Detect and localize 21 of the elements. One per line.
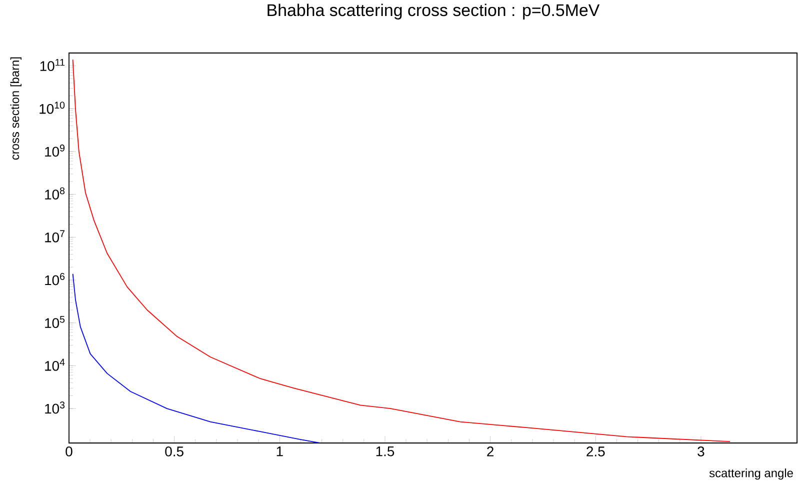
chart-title: Bhabha scattering cross section : p=0.5MeV (268, 4, 600, 20)
x-tick-label: 3 (698, 446, 704, 456)
line-series (72, 59, 730, 442)
x-tick-label: 2 (487, 446, 494, 456)
y-tick-label: 10$^{6}$ (45, 273, 65, 286)
x-tick-label: 1.5 (376, 446, 394, 456)
y-tick-label: 10$^{11}$ (40, 58, 65, 72)
x-tick-label: 1 (276, 446, 283, 456)
y-tick-label: 10$^{7}$ (45, 230, 64, 242)
y-tick-label: 10$^{9}$ (45, 144, 65, 157)
y-tick-label: 10$^{10}$ (40, 102, 65, 114)
y-tick-label: 10$^{3}$ (45, 402, 65, 414)
x-axis-title: scattering angle (709, 468, 793, 480)
y-tick-label: 10$^{8}$ (45, 187, 65, 200)
x-tick-label: 0 (66, 446, 72, 456)
x-tick-label: 0.5 (165, 446, 184, 456)
y-axis-title: cross section [barn] (10, 57, 22, 160)
y-tick-label: 10$^{4}$ (45, 358, 65, 371)
x-tick-label: 2.5 (586, 446, 605, 456)
y-tick-label: 10$^{5}$ (45, 316, 65, 328)
line-series (72, 273, 320, 443)
